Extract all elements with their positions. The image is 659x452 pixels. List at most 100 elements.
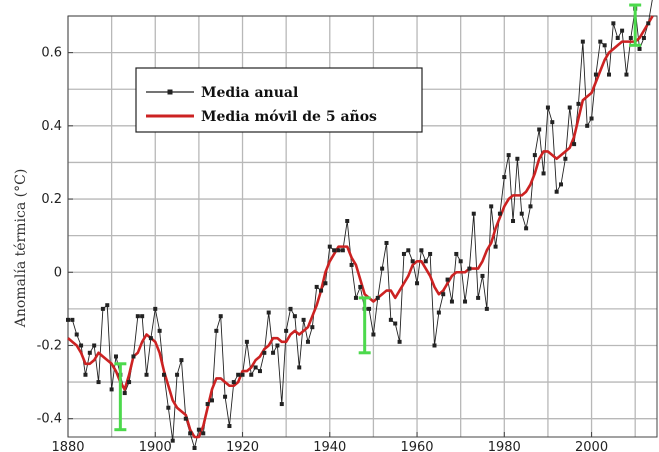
data-point-annual	[384, 240, 389, 245]
annual-points	[66, 6, 651, 450]
data-point-annual	[122, 391, 127, 396]
x-tick-label: 1880	[51, 440, 84, 452]
data-point-annual	[319, 288, 324, 293]
data-point-annual	[476, 295, 481, 300]
data-point-annual	[511, 219, 516, 224]
y-tick-label: -0.4	[37, 412, 62, 427]
legend-label-annual: Media anual	[201, 85, 298, 101]
data-point-annual	[515, 156, 520, 161]
y-tick-label: 0.6	[41, 46, 62, 61]
data-point-annual	[445, 277, 450, 282]
x-tick-label: 1900	[139, 440, 172, 452]
data-point-annual	[196, 427, 201, 432]
data-point-annual	[205, 402, 210, 407]
data-point-annual	[559, 182, 564, 187]
data-point-annual	[314, 284, 319, 289]
x-tick-label: 1980	[488, 440, 521, 452]
data-point-annual	[179, 358, 184, 363]
data-point-annual	[105, 303, 110, 308]
data-point-annual	[502, 175, 507, 180]
data-point-annual	[257, 369, 262, 374]
data-point-annual	[563, 156, 568, 161]
data-point-annual	[519, 211, 524, 216]
data-point-annual	[240, 372, 245, 377]
data-point-annual	[432, 343, 437, 348]
data-point-annual	[458, 259, 463, 264]
y-axis-label: Anomalía térmica (°C)	[13, 169, 29, 329]
data-point-annual	[489, 204, 494, 209]
data-point-annual	[201, 431, 206, 436]
data-point-annual	[371, 332, 376, 337]
data-point-annual	[266, 310, 271, 315]
data-point-annual	[589, 116, 594, 121]
data-point-annual	[209, 398, 214, 403]
data-point-annual	[607, 72, 612, 77]
data-point-annual	[628, 35, 633, 40]
data-point-annual	[109, 387, 114, 392]
data-point-annual	[410, 259, 415, 264]
data-point-annual	[624, 72, 629, 77]
data-point-annual	[244, 339, 249, 344]
data-point-annual	[585, 123, 590, 128]
data-point-annual	[646, 21, 651, 26]
data-point-annual	[506, 153, 511, 158]
data-point-annual	[554, 189, 559, 194]
y-tick-label: 0.2	[41, 192, 62, 207]
data-point-annual	[192, 445, 197, 450]
data-point-annual	[87, 350, 92, 355]
data-point-annual	[537, 127, 542, 132]
data-point-annual	[375, 295, 380, 300]
x-tick-label: 2000	[575, 440, 608, 452]
data-point-annual	[188, 431, 193, 436]
data-point-annual	[288, 306, 293, 311]
plot-frame	[67, 15, 658, 438]
data-point-annual	[292, 314, 297, 319]
data-point-annual	[284, 328, 289, 333]
data-point-annual	[550, 120, 555, 125]
data-point-annual	[471, 211, 476, 216]
data-point-annual	[380, 266, 385, 271]
data-point-annual	[419, 248, 424, 253]
data-point-annual	[637, 46, 642, 51]
data-point-annual	[66, 317, 70, 322]
data-point-annual	[127, 380, 132, 385]
data-point-annual	[611, 21, 616, 26]
data-point-annual	[153, 306, 158, 311]
legend-label-moving: Media móvil de 5 años	[201, 108, 377, 125]
data-point-annual	[602, 43, 607, 48]
data-point-annual	[323, 281, 328, 286]
data-point-annual	[297, 365, 302, 370]
x-tick-labels: 1880 1900 1920 1940 1960 1980 2000	[51, 432, 608, 452]
data-point-annual	[467, 266, 472, 271]
data-point-annual	[428, 251, 433, 256]
data-point-annual	[393, 321, 398, 326]
data-point-annual	[131, 354, 136, 359]
data-point-annual	[227, 424, 232, 429]
data-point-annual	[567, 105, 572, 110]
data-point-annual	[358, 284, 363, 289]
data-point-annual	[135, 314, 140, 319]
y-tick-labels: -0.4 -0.2 0 0.2 0.4 0.6	[37, 46, 73, 427]
data-point-annual	[388, 317, 393, 322]
data-point-annual	[572, 142, 577, 147]
data-point-annual	[175, 372, 180, 377]
data-point-annual	[406, 248, 411, 253]
data-point-annual	[231, 380, 236, 385]
data-point-annual	[345, 219, 350, 224]
data-point-annual	[310, 325, 315, 330]
data-point-annual	[528, 204, 533, 209]
data-point-annual	[83, 372, 88, 377]
data-point-annual	[157, 328, 162, 333]
data-point-annual	[576, 101, 581, 106]
data-point-annual	[262, 350, 267, 355]
data-point-annual	[545, 105, 550, 110]
data-point-annual	[615, 35, 620, 40]
data-point-annual	[327, 244, 332, 249]
data-point-annual	[493, 244, 498, 249]
data-point-annual	[397, 339, 402, 344]
data-point-annual	[218, 314, 223, 319]
data-point-annual	[620, 28, 625, 33]
data-point-annual	[415, 281, 420, 286]
data-point-annual	[423, 259, 428, 264]
data-point-annual	[497, 211, 502, 216]
